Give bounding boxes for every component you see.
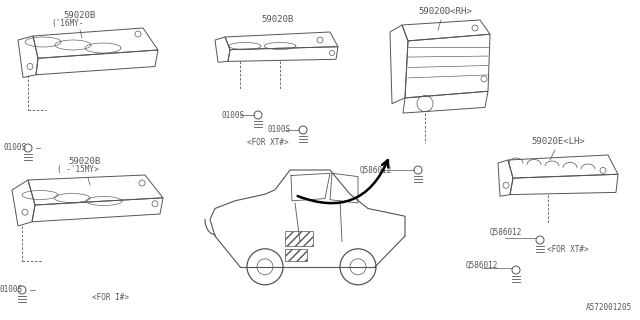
Text: 59020B: 59020B	[69, 157, 101, 166]
Text: Q586012: Q586012	[490, 228, 522, 236]
Text: 59020B: 59020B	[64, 11, 96, 20]
Bar	[285, 249, 307, 261]
Text: Q586012: Q586012	[466, 260, 499, 269]
Text: 0100S: 0100S	[4, 143, 27, 153]
Text: <FOR I#>: <FOR I#>	[92, 293, 129, 302]
FancyArrowPatch shape	[298, 160, 388, 203]
Text: 0100S: 0100S	[222, 110, 245, 119]
Text: 0100S: 0100S	[0, 285, 23, 294]
Text: 59020B: 59020B	[262, 15, 294, 24]
Text: Q586012: Q586012	[360, 165, 392, 174]
Text: 59020E<LH>: 59020E<LH>	[531, 137, 585, 146]
Text: <FOR XT#>: <FOR XT#>	[547, 245, 589, 254]
Text: 0100S: 0100S	[267, 125, 290, 134]
Text: ( -'15MY>: ( -'15MY>	[57, 165, 99, 174]
Bar	[285, 230, 313, 245]
Text: A572001205: A572001205	[586, 303, 632, 312]
Text: ('16MY-: ('16MY-	[52, 19, 84, 28]
Text: 59020D<RH>: 59020D<RH>	[418, 7, 472, 16]
Text: <FOR XT#>: <FOR XT#>	[247, 138, 289, 147]
